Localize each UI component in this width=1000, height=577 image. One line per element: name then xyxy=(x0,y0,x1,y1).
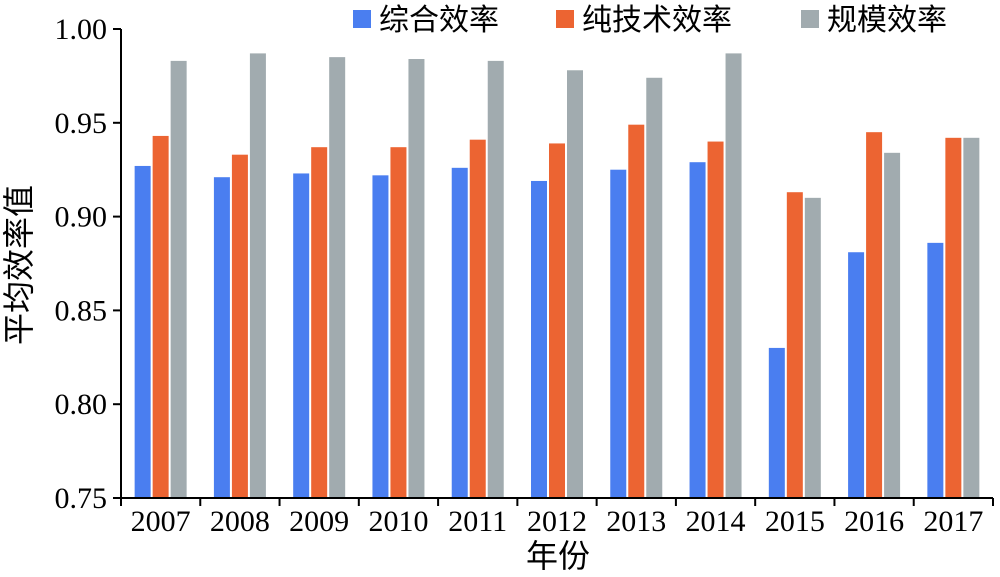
legend-label: 综合效率 xyxy=(379,3,499,38)
x-tick-label: 2007 xyxy=(131,505,191,538)
bar-2-2011 xyxy=(469,139,486,498)
legend-swatch xyxy=(801,10,819,28)
y-tick-label: 1.00 xyxy=(55,13,108,46)
bar-2-2016 xyxy=(866,132,883,498)
bar-1-2014 xyxy=(689,162,706,498)
bar-2-2014 xyxy=(707,141,724,498)
legend-label: 纯技术效率 xyxy=(582,3,732,38)
legend: 综合效率 纯技术效率 规模效率 xyxy=(353,3,947,38)
bar-1-2016 xyxy=(848,252,865,498)
x-tick-label: 2013 xyxy=(606,505,666,538)
bar-1-2012 xyxy=(531,180,547,498)
x-tick-label: 2015 xyxy=(765,505,825,538)
bar-3-2015 xyxy=(804,197,821,498)
x-tick-label: 2017 xyxy=(923,505,983,538)
x-tick-label: 2008 xyxy=(210,505,270,538)
axes-layer: 0.75 0.80 0.85 0.90 0.95 1.00 2007 2008 2009 2010… xyxy=(55,13,994,538)
legend-swatch xyxy=(353,10,371,28)
bar-2-2013 xyxy=(628,124,645,499)
bar-2-2007 xyxy=(152,135,169,498)
x-tick-label: 2014 xyxy=(686,505,746,538)
y-tick-label: 0.85 xyxy=(55,294,108,327)
bar-2-2012 xyxy=(549,143,565,498)
bars-layer xyxy=(134,53,980,499)
bar-3-2014 xyxy=(725,53,742,498)
bar-2-2008 xyxy=(231,154,248,498)
bar-3-2009 xyxy=(329,57,346,498)
bar-3-2010 xyxy=(408,59,425,499)
bar-3-2011 xyxy=(487,60,504,498)
legend-swatch xyxy=(556,10,574,28)
bar-3-2012 xyxy=(567,70,583,499)
bar-2-2010 xyxy=(390,147,407,498)
bar-3-2008 xyxy=(249,53,266,498)
bar-1-2011 xyxy=(451,167,468,498)
x-axis-label: 年份 xyxy=(526,537,590,575)
y-tick-label: 0.90 xyxy=(55,201,108,234)
bar-1-2008 xyxy=(213,177,230,498)
y-tick-label: 0.95 xyxy=(55,107,108,140)
bar-3-2017 xyxy=(963,137,980,498)
x-tick-label: 2009 xyxy=(289,505,349,538)
legend-label: 规模效率 xyxy=(827,3,947,38)
bar-2-2015 xyxy=(786,192,803,498)
bar-1-2017 xyxy=(927,242,944,498)
bar-1-2007 xyxy=(134,165,151,498)
bar-1-2010 xyxy=(372,175,389,498)
bar-2-2009 xyxy=(311,147,328,498)
bar-2-2017 xyxy=(945,137,962,498)
bar-1-2013 xyxy=(610,169,627,498)
y-tick-label: 0.75 xyxy=(55,482,108,515)
bar-1-2015 xyxy=(768,347,785,498)
bar-3-2016 xyxy=(884,152,901,498)
x-tick-label: 2010 xyxy=(368,505,428,538)
bar-1-2009 xyxy=(293,173,310,498)
x-tick-label: 2016 xyxy=(844,505,904,538)
x-tick-label: 2011 xyxy=(448,505,507,538)
bar-3-2013 xyxy=(646,77,663,498)
y-tick-label: 0.80 xyxy=(55,388,108,421)
bar-3-2007 xyxy=(170,60,187,498)
x-tick-label: 2012 xyxy=(527,505,587,538)
y-axis-label: 平均效率值 xyxy=(0,185,38,345)
